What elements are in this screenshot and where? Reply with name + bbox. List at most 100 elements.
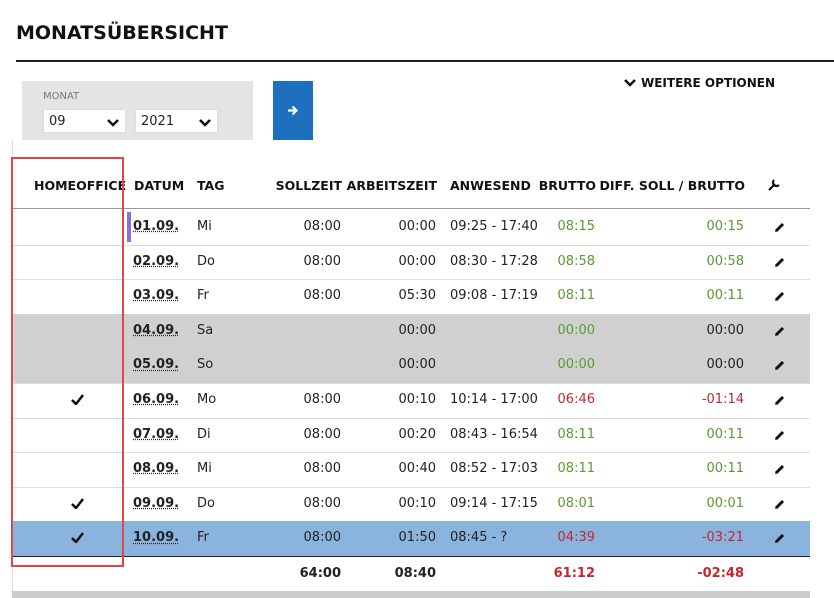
diff-cell: -03:21 — [701, 530, 744, 546]
filter-box: MONAT 09 2021 — [22, 81, 253, 140]
column-header: ARBEITSZEIT — [346, 178, 437, 193]
sollzeit-cell: 08:00 — [303, 288, 341, 304]
anwesend-cell: 08:45 - ? — [450, 530, 508, 546]
sollzeit-cell: 08:00 — [303, 392, 341, 407]
weekday: Mi — [197, 219, 212, 234]
row-line — [12, 486, 810, 488]
table-row: 09.09. Do 08:00 00:10 09:14 - 17:15 08:01 00:0… — [12, 487, 810, 522]
brutto-cell: 08:58 — [557, 253, 595, 269]
column-header: HOMEOFFICE — [34, 178, 127, 193]
header-line — [12, 208, 810, 209]
sollzeit-cell: 08:00 — [303, 426, 341, 442]
anwesend-cell: 08:30 - 17:28 — [450, 253, 538, 269]
month-label: MONAT — [43, 91, 80, 102]
anwesend-cell: 09:08 - 17:19 — [450, 288, 538, 304]
footer-bar — [12, 591, 810, 598]
year-value: 2021 — [141, 114, 175, 129]
year-select[interactable]: 2021 — [135, 109, 218, 133]
diff-cell: 00:11 — [706, 288, 744, 304]
brutto-cell: 04:39 — [557, 530, 595, 546]
sollzeit-cell: 08:00 — [303, 495, 341, 511]
page-title: MONATSÜBERSICHT — [16, 22, 228, 44]
homeoffice-check — [71, 394, 84, 409]
weekday: Sa — [197, 322, 214, 338]
brutto-cell: 08:11 — [557, 288, 595, 304]
weekday: So — [197, 357, 214, 373]
brutto-cell: 08:01 — [557, 495, 595, 511]
column-header: DIFF. SOLL / BRUTTO — [599, 178, 745, 193]
anwesend-cell: 09:25 - 17:40 — [450, 219, 538, 234]
anwesend-cell: 08:52 - 17:03 — [450, 461, 538, 477]
table-row: 02.09. Do 08:00 00:00 08:30 - 17:28 08:58 00:5… — [12, 245, 810, 280]
date: 06.09. — [133, 392, 180, 407]
month-value: 09 — [49, 114, 66, 129]
brutto-cell: 08:15 — [557, 219, 595, 234]
submit-button[interactable] — [273, 81, 313, 140]
arbeitszeit-cell: 00:20 — [398, 426, 436, 442]
chevron — [199, 119, 211, 127]
weekday: Fr — [197, 288, 209, 304]
total-brutto: 61:12 — [553, 566, 595, 581]
diff-cell: 00:01 — [706, 495, 744, 511]
arbeitszeit-cell: 01:50 — [398, 530, 436, 546]
row-line — [12, 279, 810, 281]
date: 04.09. — [133, 322, 180, 338]
table-row: 07.09. Di 08:00 00:20 08:43 - 16:54 08:11 00:1… — [12, 418, 810, 453]
more-options[interactable]: WEITERE OPTIONEN — [624, 76, 775, 90]
total-sollzeit: 64:00 — [299, 566, 341, 581]
brutto-cell: 00:00 — [557, 322, 595, 338]
weekday: Do — [197, 495, 215, 511]
table-row: 10.09. Fr 08:00 01:50 08:45 - ? 04:39 -03:21 — [12, 521, 810, 556]
column-header: TAG — [197, 178, 225, 193]
table-row: 03.09. Fr 08:00 05:30 09:08 - 17:19 08:11 00:1… — [12, 279, 810, 314]
row-line — [12, 383, 810, 384]
row-line — [12, 244, 810, 246]
highlight-box — [11, 157, 124, 567]
table-row: 04.09. Sa 00:00 00:00 00:00 — [12, 313, 810, 349]
chevron — [624, 79, 636, 87]
arbeitszeit-cell: 00:10 — [398, 392, 436, 407]
arbeitszeit-cell: 00:00 — [398, 357, 436, 373]
month-select[interactable]: 09 — [43, 109, 126, 133]
diff-cell: 00:00 — [706, 357, 744, 373]
table-row: 01.09. Mi 08:00 00:00 09:25 - 17:40 08:15 00:1… — [12, 210, 810, 245]
anwesend-cell: 09:14 - 17:15 — [450, 495, 538, 511]
column-header: DATUM — [134, 178, 185, 193]
homeoffice-check — [71, 532, 84, 547]
column-header: SOLLZEIT — [275, 178, 342, 193]
weekday: Fr — [197, 530, 209, 546]
title-rule — [16, 60, 834, 62]
table-row: 06.09. Mo 08:00 00:10 10:14 - 17:00 06:46 -01:… — [12, 383, 810, 418]
brutto-cell: 06:46 — [557, 392, 595, 407]
date: 07.09. — [133, 426, 180, 442]
arrow-icon — [288, 105, 299, 116]
diff-cell: 00:15 — [706, 219, 744, 234]
homeoffice-check — [71, 498, 84, 513]
date: 10.09. — [133, 530, 180, 546]
arbeitszeit-cell: 00:10 — [398, 495, 436, 511]
diff-cell: 00:58 — [706, 253, 744, 269]
diff-cell: 00:11 — [706, 461, 744, 477]
arbeitszeit-cell: 00:40 — [398, 461, 436, 477]
date: 08.09. — [133, 461, 180, 477]
weekday: Di — [197, 426, 211, 442]
row-line — [12, 417, 810, 419]
column-header: BRUTTO — [538, 178, 596, 193]
sollzeit-cell: 08:00 — [303, 461, 341, 477]
diff-cell: 00:00 — [706, 322, 744, 338]
brutto-cell: 08:11 — [557, 426, 595, 442]
sollzeit-cell: 08:00 — [303, 530, 341, 546]
date: 02.09. — [133, 253, 180, 269]
sollzeit-cell: 08:00 — [303, 219, 341, 234]
column-header: ANWESEND — [450, 178, 531, 193]
anwesend-cell: 08:43 - 16:54 — [450, 426, 538, 442]
date: 09.09. — [133, 495, 180, 511]
brutto-cell: 08:11 — [557, 461, 595, 477]
diff-cell: -01:14 — [701, 392, 744, 407]
settings-icon[interactable] — [767, 178, 781, 192]
weekday: Mi — [197, 461, 212, 477]
row-line — [12, 452, 810, 454]
total-line — [12, 556, 810, 557]
total-diff: -02:48 — [697, 566, 744, 581]
